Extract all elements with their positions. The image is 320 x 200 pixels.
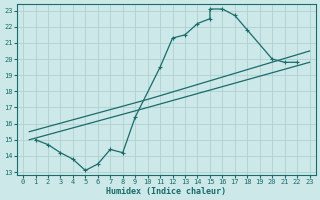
X-axis label: Humidex (Indice chaleur): Humidex (Indice chaleur) — [106, 187, 226, 196]
